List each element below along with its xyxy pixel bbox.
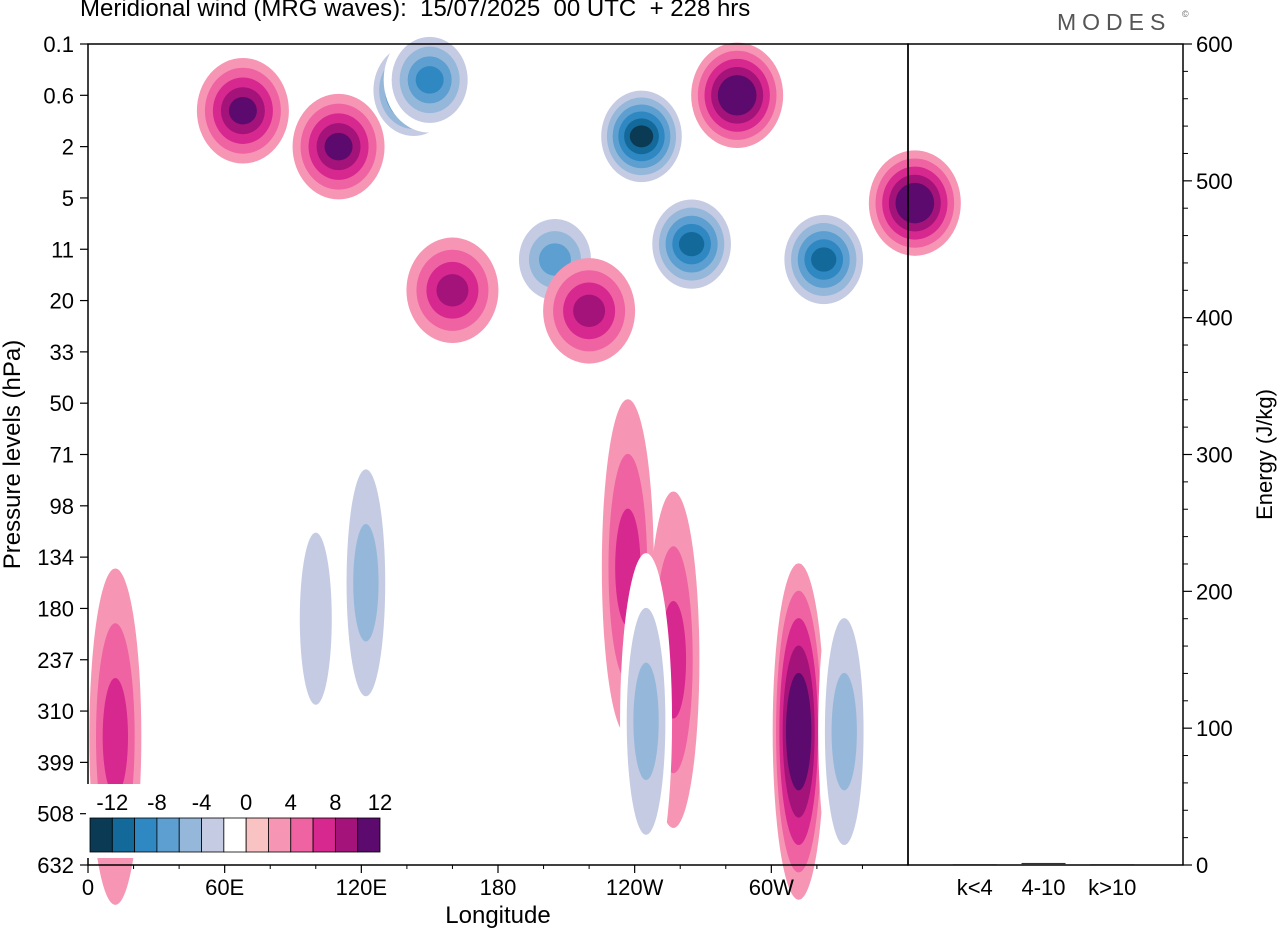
contour-band: [228, 96, 257, 125]
brand-logo: MODES: [1057, 9, 1172, 35]
contour-band: [324, 132, 353, 161]
y-tick-label: 0.1: [43, 32, 74, 57]
colorbar-swatch: [245, 817, 269, 853]
x-tick-label: 120E: [336, 875, 387, 900]
wind-anomaly-southward-1: [595, 83, 688, 190]
y-tick-label: 5: [62, 186, 74, 211]
colorbar-label: 8: [329, 790, 341, 815]
energy-category-label: 4-10: [1021, 875, 1065, 900]
y-tick-label: 632: [37, 853, 74, 878]
y-tick-label: 2: [62, 135, 74, 160]
colorbar-swatch: [134, 817, 158, 853]
colorbar-swatch: [201, 817, 225, 853]
colorbar-label: 0: [240, 790, 252, 815]
wind-anomaly-northward-12: [772, 563, 825, 900]
wind-anomaly-southward-13: [339, 414, 392, 751]
colorbar-label: -4: [192, 790, 212, 815]
contour-band: [902, 190, 928, 216]
x-tick-label: 0: [82, 875, 94, 900]
y-tick-label: 20: [50, 289, 74, 314]
contour-band: [789, 700, 809, 763]
colorbar-label: -12: [96, 790, 128, 815]
wind-anomaly-northward-8: [292, 93, 385, 200]
colorbar-swatch: [223, 817, 247, 853]
colorbar-label: -8: [147, 790, 167, 815]
energy-panel-frame: [907, 43, 1184, 866]
wind-anomaly-northward-11: [543, 258, 636, 364]
contour-band: [415, 66, 444, 94]
contour-band: [573, 294, 606, 328]
wind-anomaly-northward-7: [868, 150, 961, 256]
x-tick-label: 120W: [606, 875, 664, 900]
colorbar-swatch: [357, 817, 381, 853]
colorbar-swatch: [290, 817, 314, 853]
y-tick-label: 310: [37, 699, 74, 724]
colorbar-label: 4: [285, 790, 297, 815]
y-tick-label: 237: [37, 648, 74, 673]
axes: 0.1 0.6 2 5 11 20 33 50 71 98 134 180 237 310 399 508 63…: [0, 32, 863, 929]
energy-y-tick-label: 0: [1196, 853, 1208, 878]
contour-band: [831, 672, 857, 791]
wind-field: [89, 27, 961, 905]
x-tick-label: 60W: [749, 875, 794, 900]
contour-band: [629, 125, 654, 148]
y-tick-label: 399: [37, 750, 74, 775]
energy-panel: 0 100 200 300 400 500 600 Energy (J/kg) k<4 4-10 k…: [952, 32, 1277, 900]
energy-axis-label: Energy (J/kg): [1252, 389, 1277, 520]
x-tick-label: 60E: [205, 875, 244, 900]
colorbar-swatch: [156, 817, 180, 853]
energy-y-tick-label: 100: [1196, 716, 1233, 741]
wind-anomaly-southward-2: [645, 191, 738, 297]
wind-anomaly-southward-14: [289, 450, 342, 787]
wind-anomaly-northward-10: [406, 237, 499, 344]
energy-category-label: k<4: [957, 875, 993, 900]
y-tick-label: 98: [50, 494, 74, 519]
energy-y-tick-label: 300: [1196, 443, 1233, 468]
colorbar-swatch: [268, 817, 292, 853]
brand-copyright-mark: ©: [1182, 9, 1189, 19]
chart-title: Meridional wind (MRG waves): 15/07/2025 …: [80, 0, 751, 22]
y-tick-label: 0.6: [43, 83, 74, 108]
energy-y-tick-label: 500: [1196, 169, 1233, 194]
energy-bar: [1090, 864, 1135, 865]
contour-band: [299, 532, 332, 705]
wind-anomaly-northward-9: [196, 57, 289, 164]
colorbar-swatch: [89, 817, 113, 853]
wind-anomaly-southward-17: [620, 553, 673, 890]
colorbar-swatch: [334, 817, 359, 853]
colorbar-label: 12: [368, 790, 392, 815]
contour-band: [811, 247, 837, 272]
y-tick-label: 11: [51, 237, 74, 262]
x-tick-label: 180: [480, 875, 517, 900]
energy-y-tick-label: 400: [1196, 306, 1233, 331]
contour-band: [436, 274, 469, 307]
colorbar-swatch: [312, 817, 336, 853]
wind-anomaly-northward-6: [691, 42, 784, 149]
y-tick-label: 508: [37, 802, 74, 827]
y-tick-label: 33: [50, 340, 74, 365]
energy-bar: [952, 864, 997, 865]
contour-band: [102, 677, 128, 796]
wind-anomaly-southward-3: [777, 206, 870, 313]
y-tick-label: 134: [37, 545, 74, 570]
y-tick-label: 180: [37, 596, 74, 621]
contour-band: [633, 662, 659, 781]
y-tick-label: 50: [50, 391, 74, 416]
energy-bar: [1021, 862, 1066, 865]
x-axis-label: Longitude: [445, 902, 550, 929]
colorbar-swatch: [178, 817, 202, 853]
y-axis-label: Pressure levels (hPa): [0, 340, 26, 569]
contour-band: [678, 231, 705, 257]
energy-y-tick-label: 600: [1196, 32, 1233, 57]
contour-band: [353, 524, 379, 642]
energy-category-label: k>10: [1088, 875, 1136, 900]
contour-band: [724, 83, 750, 108]
colorbar: -12 -8 -4 0 4 8 12: [86, 784, 392, 858]
wind-anomaly-southward-5: [383, 27, 476, 133]
colorbar-swatch: [111, 817, 136, 853]
wind-anomaly-southward-18: [818, 563, 871, 900]
y-tick-label: 71: [50, 443, 74, 468]
energy-y-tick-label: 200: [1196, 579, 1233, 604]
